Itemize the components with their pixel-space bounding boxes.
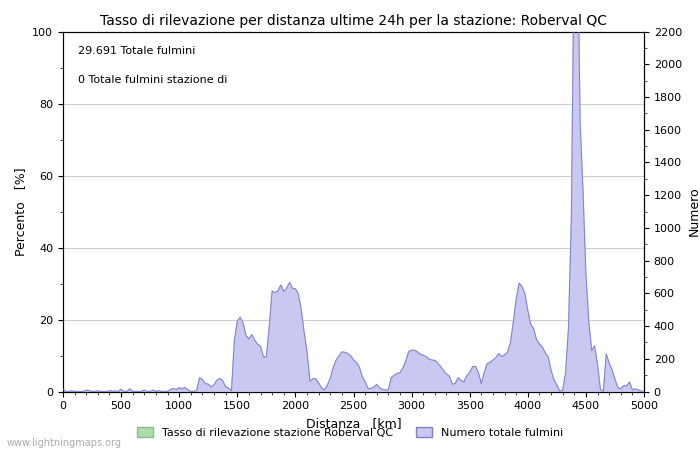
Y-axis label: Percento   [%]: Percento [%] xyxy=(14,167,27,256)
Text: 0 Totale fulmini stazione di: 0 Totale fulmini stazione di xyxy=(78,75,227,85)
X-axis label: Distanza   [km]: Distanza [km] xyxy=(306,417,401,430)
Text: 29.691 Totale fulmini: 29.691 Totale fulmini xyxy=(78,46,195,56)
Legend: Tasso di rilevazione stazione Roberval QC, Numero totale fulmini: Tasso di rilevazione stazione Roberval Q… xyxy=(132,423,568,442)
Y-axis label: Numero: Numero xyxy=(687,187,700,236)
Title: Tasso di rilevazione per distanza ultime 24h per la stazione: Roberval QC: Tasso di rilevazione per distanza ultime… xyxy=(100,14,607,27)
Text: www.lightningmaps.org: www.lightningmaps.org xyxy=(7,438,122,448)
